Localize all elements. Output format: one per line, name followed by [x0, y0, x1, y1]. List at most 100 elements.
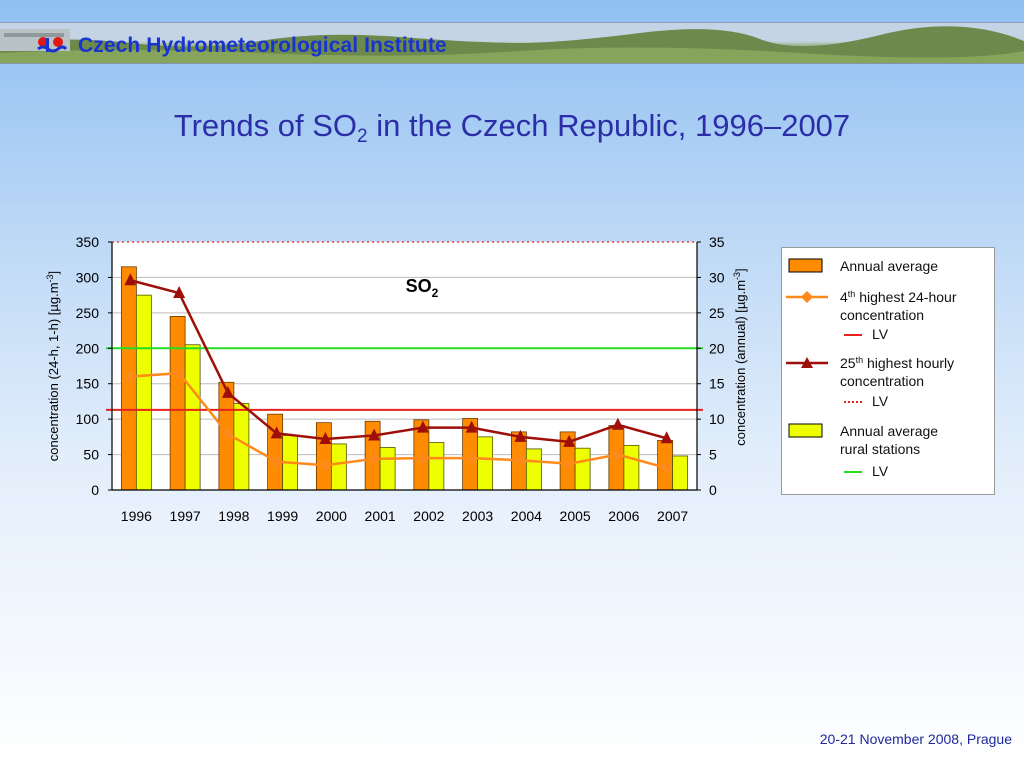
landscape-image — [0, 23, 1024, 63]
point-triangle — [611, 417, 624, 430]
y-left-tick-label: 150 — [76, 376, 100, 392]
x-tick-label: 1999 — [267, 508, 298, 524]
title-text-end: in the Czech Republic, 1996–2007 — [367, 108, 851, 143]
y-right-tick-label: 35 — [709, 234, 725, 250]
bar-annual-average — [169, 315, 186, 491]
x-tick-label: 1997 — [170, 508, 201, 524]
y-left-tick-label: 100 — [76, 411, 100, 427]
bar-annual-average — [267, 413, 284, 491]
x-tick-label: 2007 — [657, 508, 688, 524]
chmi-logo-icon — [37, 37, 68, 53]
x-tick-label: 2002 — [413, 508, 444, 524]
legend-swatch-orange — [788, 258, 823, 273]
line-25th-highest-hourly — [130, 279, 667, 444]
point-diamond — [465, 452, 478, 465]
bar-rural-average — [477, 436, 494, 491]
y-left-tick-label: 50 — [83, 447, 99, 463]
x-tick-label: 2005 — [560, 508, 591, 524]
bar-annual-average — [364, 420, 381, 491]
footer-date-location: 20-21 November 2008, Prague — [819, 731, 1012, 747]
x-tick-label: 1996 — [121, 508, 152, 524]
y-axis-right-label-end: ] — [733, 268, 748, 272]
bar-rural-average — [282, 435, 299, 491]
line-4th-highest-24h — [130, 371, 667, 470]
x-tick-label: 2006 — [608, 508, 639, 524]
y-right-tick-label: 0 — [709, 482, 717, 498]
point-triangle — [319, 431, 332, 444]
point-diamond — [270, 455, 283, 468]
point-diamond — [563, 457, 576, 470]
point-diamond — [514, 454, 527, 467]
point-diamond — [221, 428, 234, 441]
legend-line-triangle — [786, 357, 828, 368]
legend-label: Annual average rural stations — [840, 423, 939, 457]
point-diamond — [173, 367, 186, 380]
y-axis-left-label-end: ] — [46, 271, 61, 275]
bar-rural-average — [330, 443, 347, 491]
point-triangle — [465, 420, 478, 433]
y-right-tick-label: 25 — [709, 305, 725, 321]
point-triangle — [660, 431, 673, 444]
chart-title-subscript: 2 — [432, 286, 439, 300]
bar-rural-average — [233, 403, 250, 491]
x-tick-label: 2003 — [462, 508, 493, 524]
title-subscript: 2 — [357, 126, 368, 147]
point-diamond — [611, 448, 624, 461]
point-diamond — [368, 452, 381, 465]
legend-label: Annual average — [840, 258, 939, 274]
legend-label-sup: th — [855, 355, 864, 365]
bar-rural-average — [184, 344, 201, 491]
y-left-tick-label: 300 — [76, 269, 100, 285]
bar-annual-average — [315, 422, 332, 491]
legend-label: 25th highest hourly concentration — [840, 355, 955, 389]
bar-rural-average — [525, 448, 542, 491]
legend-lv-label: LV — [872, 393, 889, 409]
y-right-tick-label: 15 — [709, 376, 725, 392]
bar-annual-average — [559, 431, 576, 491]
point-diamond — [660, 462, 673, 475]
header-banner: Czech Hydrometeorological Institute — [0, 22, 1024, 64]
bar-rural-average — [428, 442, 445, 491]
point-triangle — [270, 426, 283, 439]
slide-title: Trends of SO2 in the Czech Republic, 199… — [0, 108, 1024, 148]
bar-annual-average — [462, 418, 479, 491]
legend-lv-label: LV — [872, 326, 889, 342]
chart-legend: Annual average 4th highest 24-hour concen… — [781, 247, 995, 495]
y-axis-left-label: concentration (24-h, 1-h) [µg.m-3] — [45, 271, 61, 461]
bar-annual-average — [510, 431, 527, 491]
y-axis-right-label-sup: -3 — [732, 272, 742, 280]
point-triangle — [514, 429, 527, 442]
legend-line-diamond — [786, 291, 828, 303]
chart-title: SO2 — [406, 276, 439, 300]
bar-rural-average — [135, 294, 152, 491]
bar-annual-average — [657, 439, 674, 491]
organization-name: Czech Hydrometeorological Institute — [78, 34, 447, 57]
y-right-tick-label: 10 — [709, 411, 725, 427]
y-axis-left-label-sup: -3 — [45, 274, 55, 282]
x-tick-label: 1998 — [218, 508, 249, 524]
bar-annual-average — [608, 425, 625, 491]
bar-rural-average — [574, 447, 591, 491]
legend-lv-label: LV — [872, 463, 889, 479]
legend-lv-line-green — [844, 471, 862, 473]
plot-background — [112, 242, 697, 490]
bar-annual-average — [120, 266, 137, 491]
point-triangle — [221, 385, 234, 398]
legend-label: 4th highest 24-hour concentration — [840, 289, 957, 323]
y-left-tick-label: 0 — [91, 482, 99, 498]
y-right-tick-label: 30 — [709, 269, 725, 285]
y-left-tick-label: 200 — [76, 340, 100, 356]
legend-lv-line-dotted — [844, 401, 862, 403]
point-triangle — [124, 273, 137, 286]
y-left-tick-label: 350 — [76, 234, 100, 250]
y-right-tick-label: 5 — [709, 447, 717, 463]
legend-label-sup: th — [847, 289, 856, 299]
point-diamond — [416, 452, 429, 465]
x-tick-label: 2001 — [365, 508, 396, 524]
y-right-tick-label: 20 — [709, 340, 725, 356]
x-tick-label: 2000 — [316, 508, 347, 524]
y-axis-right-label: concentration (annual) [µg.m-3] — [732, 268, 748, 445]
bar-annual-average — [218, 381, 235, 491]
point-triangle — [416, 420, 429, 433]
legend-swatch-yellow — [788, 423, 823, 438]
